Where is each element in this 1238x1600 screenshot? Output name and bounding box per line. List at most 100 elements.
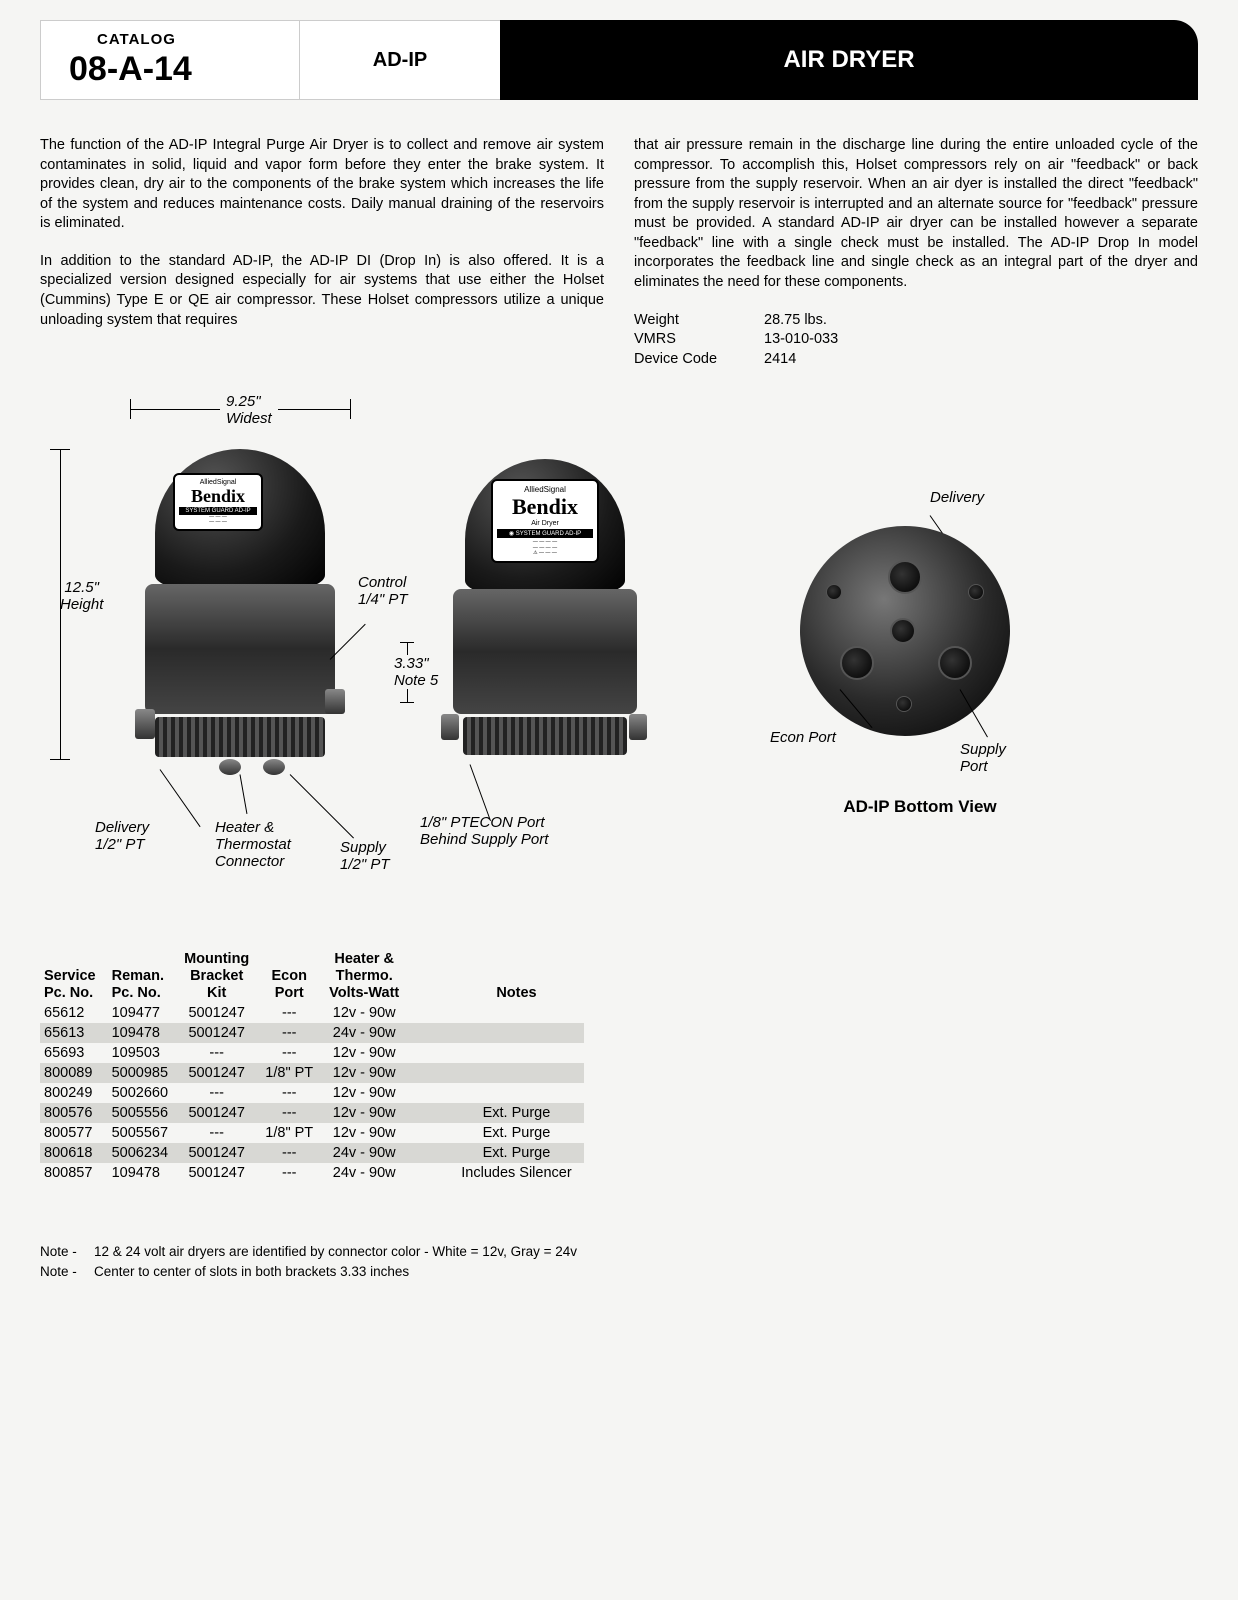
cell-reman: 109503 — [108, 1043, 180, 1063]
port-stub — [135, 709, 155, 739]
bv-econ-label: Econ Port — [770, 729, 836, 746]
cell-heater: 24v - 90w — [325, 1023, 411, 1043]
table-row: 8008571094785001247---24v - 90wIncludes … — [40, 1163, 584, 1183]
cell-bracket: --- — [180, 1083, 261, 1103]
cell-econ: 1/8" PT — [261, 1123, 325, 1143]
page-title: AIR DRYER — [783, 46, 914, 74]
control-sub: 1/4" PT — [358, 591, 408, 608]
device-cap: AlliedSignal Bendix Air Dryer ◉ SYSTEM G… — [465, 459, 625, 594]
spec-weight-value: 28.75 lbs. — [764, 311, 827, 331]
device-fins — [155, 717, 325, 757]
cell-reman: 109477 — [108, 1003, 180, 1023]
callout-line — [160, 769, 201, 827]
bv-supply-label: Supply Port — [960, 741, 1010, 775]
width-dimension: 9.25" Widest — [220, 393, 278, 427]
cell-econ: --- — [261, 1003, 325, 1023]
cell-service: 65612 — [40, 1003, 108, 1023]
cell-reman: 5006234 — [108, 1143, 180, 1163]
callout-line — [330, 624, 366, 660]
notes-block: Note - 12 & 24 volt air dryers are ident… — [40, 1243, 1198, 1281]
spec-list: Weight28.75 lbs. VMRS13-010-033 Device C… — [634, 311, 1198, 370]
cell-bracket: 5001247 — [180, 1063, 261, 1083]
cell-service: 65613 — [40, 1023, 108, 1043]
device-cap: AlliedSignal Bendix SYSTEM GUARD AD-IP —… — [155, 449, 325, 589]
cell-heater: 12v - 90w — [325, 1123, 411, 1143]
description-text: The function of the AD-IP Integral Purge… — [40, 136, 1198, 369]
cell-econ: --- — [261, 1163, 325, 1183]
cell-bracket: 5001247 — [180, 1023, 261, 1043]
cell-heater: 12v - 90w — [325, 1103, 411, 1123]
callout-line — [290, 774, 354, 838]
cell-notes — [411, 1083, 583, 1103]
supply-callout: Supply 1/2" PT — [340, 839, 390, 873]
port-stub — [441, 714, 459, 740]
bottom-hole — [968, 584, 984, 600]
device-label-plate: AlliedSignal Bendix Air Dryer ◉ SYSTEM G… — [491, 479, 599, 563]
table-row: 8005775005567---1/8" PT12v - 90wExt. Pur… — [40, 1123, 584, 1143]
cell-bracket: --- — [180, 1043, 261, 1063]
device-left-view: AlliedSignal Bendix SYSTEM GUARD AD-IP —… — [135, 449, 345, 589]
description-p3: that air pressure remain in the discharg… — [634, 136, 1198, 293]
height-dim-value: 12.5" — [64, 579, 99, 596]
note-1: 12 & 24 volt air dryers are identified b… — [94, 1243, 1198, 1261]
note5-dimension: 3.33" Note 5 — [392, 655, 440, 689]
cell-bracket: 5001247 — [180, 1003, 261, 1023]
th-service: ServicePc. No. — [40, 949, 108, 1003]
port-stub — [325, 689, 345, 714]
table-row: 656121094775001247---12v - 90w — [40, 1003, 584, 1023]
th-notes: Notes — [411, 949, 583, 1003]
device-label-plate: AlliedSignal Bendix SYSTEM GUARD AD-IP —… — [173, 473, 263, 531]
table-row: 800089500098550012471/8" PT12v - 90w — [40, 1063, 584, 1083]
cell-econ: 1/8" PT — [261, 1063, 325, 1083]
device-right-view: AlliedSignal Bendix Air Dryer ◉ SYSTEM G… — [445, 459, 645, 594]
catalog-code: 08-A-14 — [69, 50, 271, 89]
heater-callout: Heater & Thermostat Connector — [215, 819, 291, 870]
cell-heater: 24v - 90w — [325, 1143, 411, 1163]
control-callout: Control 1/4" PT — [358, 574, 408, 608]
bv-delivery-label: Delivery — [930, 489, 1140, 506]
cell-bracket: --- — [180, 1123, 261, 1143]
spec-vmrs-value: 13-010-033 — [764, 330, 838, 350]
cell-reman: 5002660 — [108, 1083, 180, 1103]
brand-small: AlliedSignal — [179, 479, 257, 486]
note5-dim: 3.33" — [394, 655, 429, 672]
dim-tick — [400, 702, 414, 703]
callout-line — [470, 765, 491, 822]
heater-sub2: Connector — [215, 853, 284, 870]
cell-service: 65693 — [40, 1043, 108, 1063]
brand-name: Bendix — [179, 486, 257, 507]
spec-device-label: Device Code — [634, 350, 764, 370]
table-row: 80061850062345001247---24v - 90wExt. Pur… — [40, 1143, 584, 1163]
spec-vmrs-label: VMRS — [634, 330, 764, 350]
height-dim-sub: Height — [60, 596, 103, 613]
th-heater: Heater &Thermo.Volts-Watt — [325, 949, 411, 1003]
cell-service: 800577 — [40, 1123, 108, 1143]
cell-heater: 12v - 90w — [325, 1063, 411, 1083]
device-lower-body — [145, 584, 335, 714]
bottom-view-group: Delivery Econ Port Supply Port AD-IP Bot… — [800, 509, 1010, 736]
parts-table-body: 656121094775001247---12v - 90w6561310947… — [40, 1003, 584, 1183]
catalog-box: CATALOG 08-A-14 — [40, 20, 300, 100]
ptecon-callout: 1/8" PTECON Port Behind Supply Port — [420, 814, 548, 848]
cell-service: 800576 — [40, 1103, 108, 1123]
cell-reman: 109478 — [108, 1163, 180, 1183]
cell-econ: --- — [261, 1143, 325, 1163]
cell-notes: Includes Silencer — [411, 1163, 583, 1183]
delivery-label: Delivery — [95, 819, 149, 836]
bottom-view-title: AD-IP Bottom View — [800, 797, 1040, 817]
description-p1: The function of the AD-IP Integral Purge… — [40, 136, 604, 234]
cell-notes: Ext. Purge — [411, 1143, 583, 1163]
dim-tick — [50, 759, 70, 760]
guard-label: ◉ SYSTEM GUARD AD-IP — [497, 529, 593, 538]
description-right-column: that air pressure remain in the discharg… — [634, 136, 1198, 369]
heater-label: Heater & — [215, 819, 274, 836]
cell-econ: --- — [261, 1023, 325, 1043]
control-label: Control — [358, 574, 406, 591]
cell-reman: 5005556 — [108, 1103, 180, 1123]
cell-notes — [411, 1003, 583, 1023]
table-row: 8002495002660------12v - 90w — [40, 1083, 584, 1103]
spec-device-value: 2414 — [764, 350, 796, 370]
bottom-hole — [840, 646, 874, 680]
width-dim-value: 9.25" — [226, 393, 261, 410]
brand-name: Bendix — [497, 494, 593, 520]
